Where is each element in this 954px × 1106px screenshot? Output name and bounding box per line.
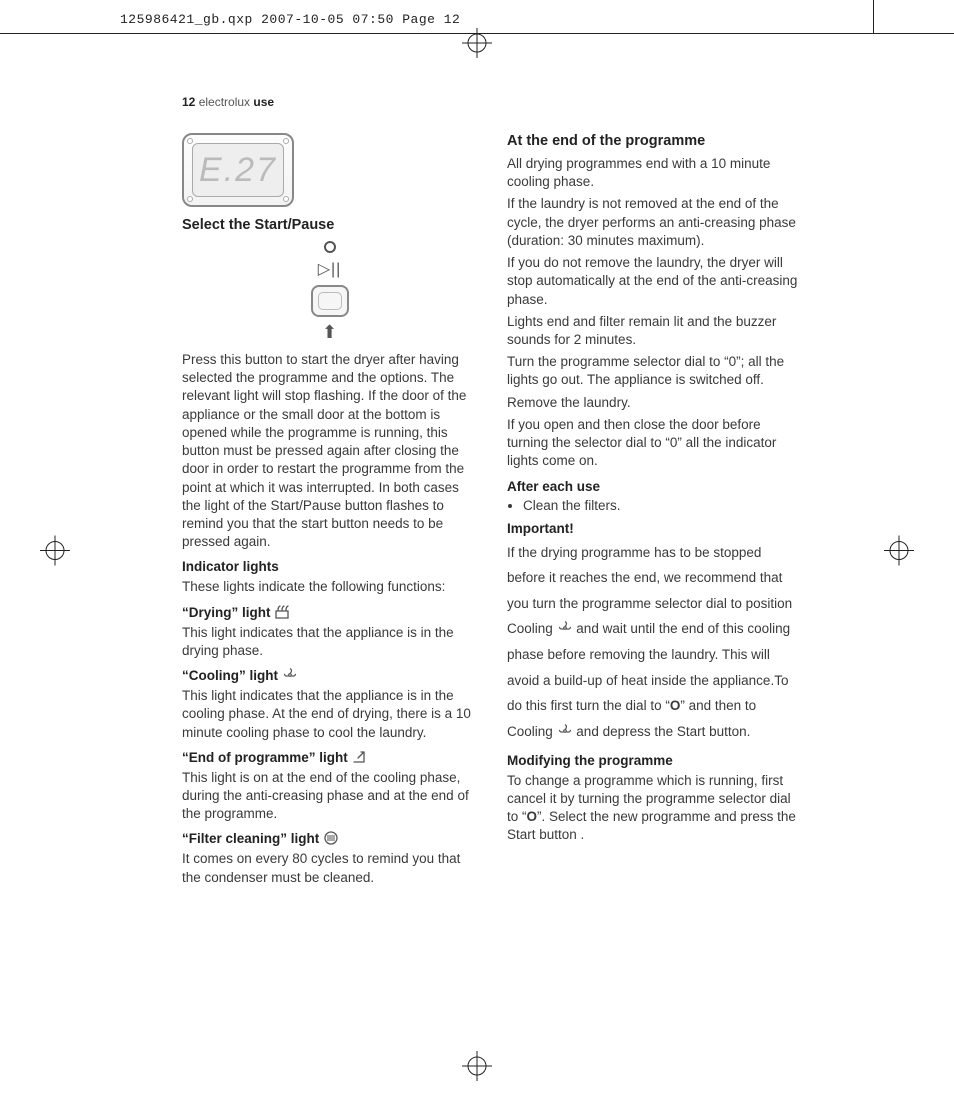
cooling-light-label: “Cooling” light [182,668,278,683]
end-of-programme-paragraph: This light is on at the end of the cooli… [182,769,477,824]
end-p5: Turn the programme selector dial to “0”;… [507,353,802,389]
filter-cleaning-paragraph: It comes on every 80 cycles to remind yo… [182,850,477,886]
drying-icon [274,605,290,619]
right-edge-guide [873,0,874,34]
press-button-paragraph: Press this button to start the dryer aft… [182,351,477,551]
dial-zero-symbol: O [527,809,538,824]
end-of-programme-label: “End of programme” light [182,750,348,765]
select-start-pause-heading: Select the Start/Pause [182,217,477,233]
right-column: At the end of the programme All drying p… [507,133,802,893]
press-arrow-icon: ⬆ [322,323,337,341]
end-p3: If you do not remove the laundry, the dr… [507,254,802,309]
display-code: E.27 [199,151,277,190]
filter-round-icon [323,831,339,845]
play-pause-icon: ▷|| [318,259,342,279]
important-text-4: and depress the Start button. [576,724,750,739]
at-end-heading: At the end of the programme [507,133,802,149]
modifying-programme-paragraph: To change a programme which is running, … [507,772,802,845]
important-paragraph: If the drying programme has to be stoppe… [507,540,802,745]
after-use-item: Clean the filters. [523,498,802,513]
mod-text-2: ”. Select the new programme and press th… [507,809,796,842]
button-outline-icon [311,285,349,317]
fan-icon [557,721,573,735]
registration-mark-left [40,536,70,571]
page-content: 12 electrolux use E.27 Select the Start/… [182,95,802,893]
end-p6: Remove the laundry. [507,394,802,412]
end-of-programme-heading: “End of programme” light [182,750,477,765]
filter-cleaning-label: “Filter cleaning” light [182,831,319,846]
running-head: 12 electrolux use [182,95,802,109]
indicator-lights-paragraph: These lights indicate the following func… [182,578,477,596]
registration-mark-bottom [462,1051,492,1086]
indicator-lights-heading: Indicator lights [182,559,477,574]
display-illustration: E.27 [182,133,294,207]
start-pause-illustration: ▷|| ⬆ [182,241,477,341]
end-arrow-icon [352,750,368,764]
dial-zero-symbol: O [670,698,681,713]
crop-header-text: 125986421_gb.qxp 2007-10-05 07:50 Page 1… [120,12,460,27]
left-column: E.27 Select the Start/Pause ▷|| ⬆ Press … [182,133,477,893]
filter-cleaning-heading: “Filter cleaning” light [182,831,477,846]
page-number: 12 [182,95,195,109]
end-p2: If the laundry is not removed at the end… [507,195,802,250]
drying-light-label: “Drying” light [182,605,271,620]
indicator-light-icon [324,241,336,253]
important-heading: Important! [507,521,802,536]
end-p1: All drying programmes end with a 10 minu… [507,155,802,191]
cooling-light-heading: “Cooling” light [182,668,477,683]
brand-name: electrolux [199,95,250,109]
end-p7: If you open and then close the door befo… [507,416,802,471]
cooling-light-paragraph: This light indicates that the appliance … [182,687,477,742]
drying-light-paragraph: This light indicates that the appliance … [182,624,477,660]
drying-light-heading: “Drying” light [182,605,477,620]
registration-mark-top [462,28,492,63]
end-p4: Lights end and filter remain lit and the… [507,313,802,349]
fan-icon [282,668,298,682]
modifying-programme-heading: Modifying the programme [507,753,802,768]
after-use-list: Clean the filters. [523,498,802,513]
after-each-use-heading: After each use [507,479,802,494]
registration-mark-right [884,536,914,571]
section-name: use [253,95,274,109]
fan-icon [557,618,573,632]
